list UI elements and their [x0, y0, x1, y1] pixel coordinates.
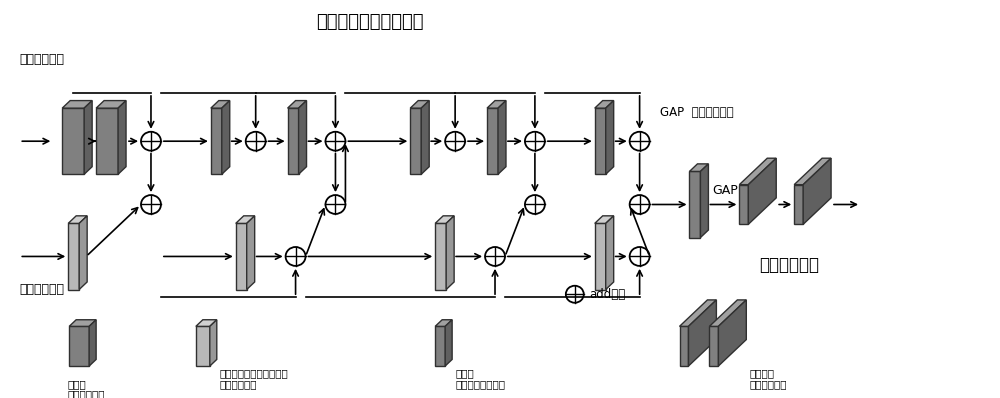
Polygon shape	[435, 326, 445, 366]
Polygon shape	[210, 320, 217, 366]
Text: 空间特征提取: 空间特征提取	[220, 379, 257, 389]
Polygon shape	[794, 185, 803, 224]
Polygon shape	[595, 108, 606, 174]
Polygon shape	[247, 216, 255, 289]
Polygon shape	[62, 108, 84, 174]
Polygon shape	[680, 326, 688, 366]
Polygon shape	[803, 158, 831, 224]
Polygon shape	[435, 216, 454, 223]
Polygon shape	[700, 164, 708, 238]
Polygon shape	[84, 101, 92, 174]
Polygon shape	[446, 216, 454, 289]
Polygon shape	[445, 320, 452, 366]
Polygon shape	[79, 216, 87, 289]
Polygon shape	[689, 172, 700, 238]
Polygon shape	[595, 101, 614, 108]
Polygon shape	[595, 216, 614, 223]
Polygon shape	[498, 101, 506, 174]
Polygon shape	[435, 320, 452, 326]
Polygon shape	[236, 223, 247, 289]
Polygon shape	[236, 216, 255, 223]
Polygon shape	[196, 320, 217, 326]
Polygon shape	[96, 108, 118, 174]
Polygon shape	[606, 101, 614, 174]
Text: add操作: add操作	[590, 288, 626, 301]
Polygon shape	[68, 223, 79, 289]
Polygon shape	[69, 320, 96, 326]
Text: GAP  全局平均池化: GAP 全局平均池化	[660, 106, 733, 119]
Polygon shape	[680, 300, 716, 326]
Text: 光谱特征提取: 光谱特征提取	[19, 53, 64, 66]
Text: 融合特征通道调整: 融合特征通道调整	[455, 379, 505, 389]
Polygon shape	[222, 101, 230, 174]
Polygon shape	[410, 101, 429, 108]
Polygon shape	[689, 164, 708, 172]
Polygon shape	[709, 326, 718, 366]
Polygon shape	[739, 185, 748, 224]
Text: 全连接层: 全连接层	[749, 368, 774, 378]
Polygon shape	[718, 300, 746, 366]
Polygon shape	[62, 101, 92, 108]
Polygon shape	[211, 108, 222, 174]
Polygon shape	[118, 101, 126, 174]
Polygon shape	[96, 101, 126, 108]
Text: 尾部分类模块: 尾部分类模块	[759, 256, 819, 275]
Polygon shape	[421, 101, 429, 174]
Polygon shape	[410, 108, 421, 174]
Polygon shape	[606, 216, 614, 289]
Polygon shape	[739, 158, 776, 185]
Polygon shape	[196, 326, 210, 366]
Polygon shape	[748, 158, 776, 224]
Text: GAP: GAP	[712, 184, 738, 197]
Polygon shape	[288, 108, 299, 174]
Polygon shape	[211, 101, 230, 108]
Text: 空间特征提取: 空间特征提取	[19, 283, 64, 296]
Text: 输出分类概率: 输出分类概率	[749, 379, 787, 389]
Text: 深度可分离动态融合卷积: 深度可分离动态融合卷积	[220, 368, 289, 378]
Polygon shape	[794, 158, 831, 185]
Text: 光谱空间并行处理模块: 光谱空间并行处理模块	[317, 13, 424, 31]
Polygon shape	[69, 326, 89, 366]
Polygon shape	[435, 223, 446, 289]
Polygon shape	[288, 101, 307, 108]
Polygon shape	[299, 101, 307, 174]
Polygon shape	[688, 300, 716, 366]
Text: 光谱特征提取: 光谱特征提取	[67, 389, 105, 398]
Text: 点卷积: 点卷积	[67, 379, 86, 389]
Polygon shape	[487, 101, 506, 108]
Polygon shape	[595, 223, 606, 289]
Polygon shape	[709, 300, 746, 326]
Text: 点卷积: 点卷积	[455, 368, 474, 378]
Polygon shape	[487, 108, 498, 174]
Polygon shape	[68, 216, 87, 223]
Polygon shape	[89, 320, 96, 366]
